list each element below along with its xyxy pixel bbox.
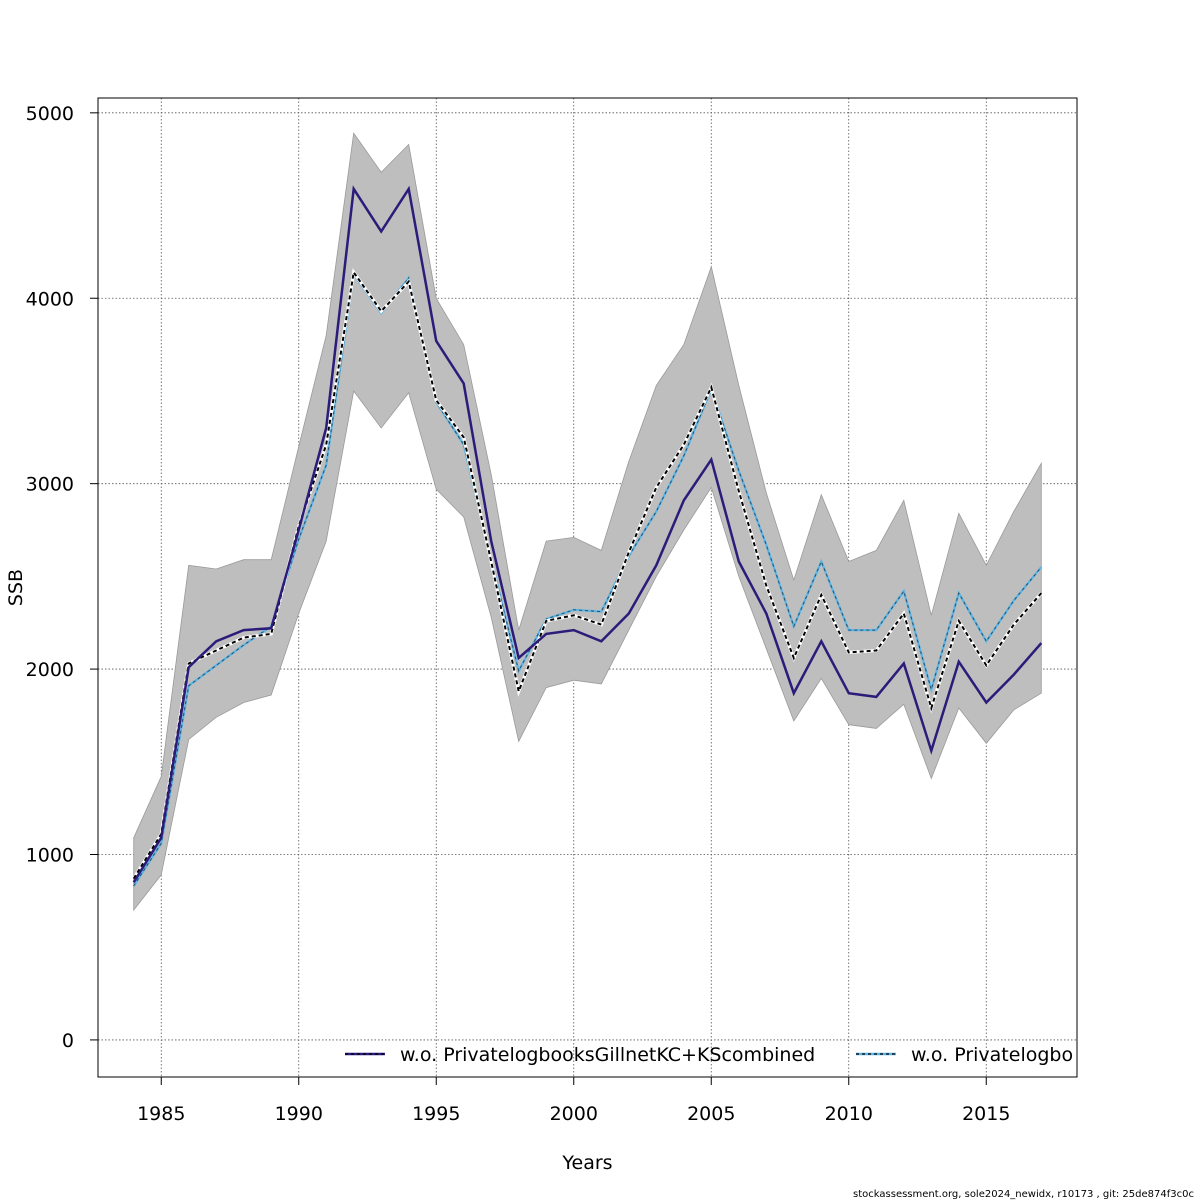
y-tick-label: 2000 xyxy=(26,659,74,681)
series-lines xyxy=(132,185,1043,887)
axis-ticks: 1985 1990 1995 2000 2005 2010 2015 0 1000 2000 300… xyxy=(26,103,1011,1125)
x-tick-label: 2005 xyxy=(687,1103,735,1125)
legend-label-series-1: w.o. PrivatelogbooksGillnetKC+KScombined xyxy=(400,1044,815,1066)
confidence-band xyxy=(133,132,1042,912)
x-tick-label: 2010 xyxy=(825,1103,873,1125)
y-tick-label: 5000 xyxy=(26,103,74,125)
x-tick-label: 1995 xyxy=(412,1103,460,1125)
x-tick-label: 2000 xyxy=(550,1103,598,1125)
plot-frame xyxy=(97,97,1078,1078)
footer-note: stockassessment.org, sole2024_newidx, r1… xyxy=(853,1189,1194,1200)
series-line-1 xyxy=(132,185,1043,883)
x-axis-label: Years xyxy=(561,1152,612,1174)
legend-label-series-2: w.o. Privatelogbo xyxy=(911,1044,1073,1066)
x-tick-label: 2015 xyxy=(962,1103,1010,1125)
y-tick-label: 4000 xyxy=(26,288,74,310)
y-tick-label: 0 xyxy=(62,1030,74,1052)
x-tick-label: 1985 xyxy=(137,1103,185,1125)
x-tick-label: 1990 xyxy=(275,1103,323,1125)
y-tick-label: 3000 xyxy=(26,474,74,496)
reference-line xyxy=(132,269,1043,880)
y-tick-label: 1000 xyxy=(26,845,74,867)
series-line-2-dash xyxy=(133,272,1042,887)
y-axis-label: SSB xyxy=(5,569,27,606)
legend: w.o. PrivatelogbooksGillnetKC+KScombined… xyxy=(345,1044,1073,1066)
